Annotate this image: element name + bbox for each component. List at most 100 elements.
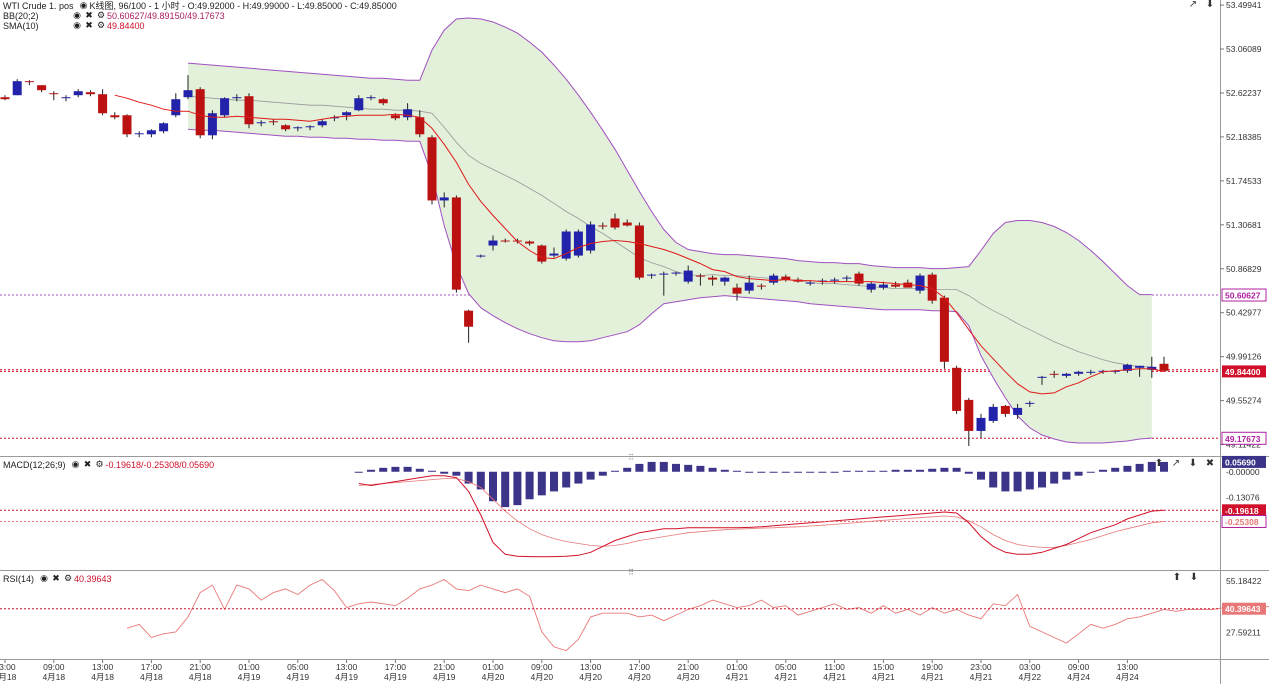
bb-middle-line [187,95,1152,368]
eye-icon[interactable]: ◉ [40,573,48,583]
candle-body-up [183,90,193,98]
gear-icon[interactable]: ⚙ [96,20,106,30]
candle-body-up [1037,376,1047,378]
macd-histogram-bar [977,471,985,480]
rsi-value: 40.39643 [74,573,112,584]
date-tick-label: 4月19 [433,672,456,682]
candle-body-up [647,274,657,276]
candle [647,273,657,279]
candle [988,403,998,423]
gear-icon[interactable]: ⚙ [63,573,73,583]
rsi-value-tag-box [1222,602,1266,615]
main-legend: WTI Crude 1. pos ◉ K线图, 96/100 - 1 小时 - … [3,0,401,11]
candle [903,279,913,288]
candle-body-down [24,81,34,83]
candle [171,93,181,118]
macd-histogram-bar [830,471,839,473]
candle [244,93,254,129]
expand-icon[interactable]: ↗ [1188,0,1198,10]
macd-label: MACD(12;26;9) [3,459,66,470]
candle [976,413,986,438]
eye-icon[interactable]: ◉ [73,20,81,30]
candle-body-down [756,285,766,287]
date-tick-label: 4月20 [530,672,553,682]
bb-legend: BB(20;2) ◉ ✖ ⚙ 50.60627/49.89150/49.1767… [3,10,225,21]
arrow-up-icon[interactable]: ⬆ [1154,458,1164,469]
candle-body-down [1000,405,1010,414]
arrow-up-icon[interactable]: ⬆ [1172,572,1182,583]
candle [439,192,449,208]
date-tick-label: 4月20 [579,672,602,682]
candle-body-up [1135,365,1145,368]
close-icon[interactable]: ✖ [85,20,93,30]
time-tick-label: 01:00 [482,662,504,672]
macd-histogram-bar [672,463,680,472]
candle-body-down [708,277,718,280]
candle-body-down [500,240,510,242]
macd-histogram-bar [428,470,436,472]
candle [866,281,876,293]
bb-upper-tag: 50.60627 [1225,291,1261,301]
eye-icon[interactable]: ◉ [79,0,88,10]
macd-values: -0.19618/-0.25308/0.05690 [105,459,215,470]
candle [610,213,620,230]
candle-body-up [256,122,266,124]
time-tick-label: 17:00 [385,662,407,672]
time-tick-label: 03:00 [0,662,16,672]
eye-icon[interactable]: ◉ [73,10,81,20]
close-icon[interactable]: ✖ [52,573,60,583]
macd-histogram-bar [769,471,778,473]
candle-body-down [1159,363,1169,371]
date-tick-label: 4月19 [286,672,309,682]
candle [756,283,766,290]
candle-body-down [610,218,620,228]
candle-body-down [85,92,95,95]
arrow-down-icon[interactable]: ⬇ [1189,572,1199,583]
candles[interactable] [0,75,1169,446]
macd-histogram-bar [903,469,912,472]
candle-body-up [207,113,217,136]
close-icon[interactable]: ✖ [1205,458,1215,469]
candle [915,273,925,294]
candle [232,94,242,102]
macd-histogram-bar [879,470,888,472]
candle [24,80,34,86]
candle-body-up [671,272,681,274]
resize-handle: ⠿ [628,568,634,577]
time-tick-label: 21:00 [678,662,700,672]
bollinger-band [187,17,1152,444]
candle [781,274,791,282]
date-tick-label: 4月20 [628,672,651,682]
close-icon[interactable]: ✖ [83,459,92,469]
bb-label: BB(20;2) [3,10,39,21]
expand-icon[interactable]: ↗ [1171,458,1181,469]
candle [1074,370,1084,376]
candle-body-down [378,99,388,104]
candle-body-down [891,284,901,287]
candle [49,91,59,101]
candle-body-down [49,93,59,95]
date-tick-label: 4月18 [0,672,17,682]
candle [488,235,498,251]
arrow-down-icon[interactable]: ⬇ [1205,0,1215,10]
price-tick-label: 51.30681 [1226,220,1262,230]
arrow-down-icon[interactable]: ⬇ [1188,458,1198,469]
candle [73,89,83,98]
eye-icon[interactable]: ◉ [71,459,80,469]
date-tick-label: 4月18 [189,672,212,682]
macd-histogram-bar [928,468,937,472]
sma-value: 49.84400 [107,20,145,31]
macd-signal-line [358,478,1165,548]
candle-body-up [171,99,181,116]
macd-histogram-bar [720,469,729,472]
candle-body-up [915,275,925,291]
gear-icon[interactable]: ⚙ [95,459,104,469]
gear-icon[interactable]: ⚙ [96,10,106,20]
candle [1159,356,1169,371]
macd-histogram-bar [855,470,863,472]
close-icon[interactable]: ✖ [85,10,93,20]
candle [1122,363,1132,373]
candle-body-up [878,284,888,288]
candle [305,125,315,131]
